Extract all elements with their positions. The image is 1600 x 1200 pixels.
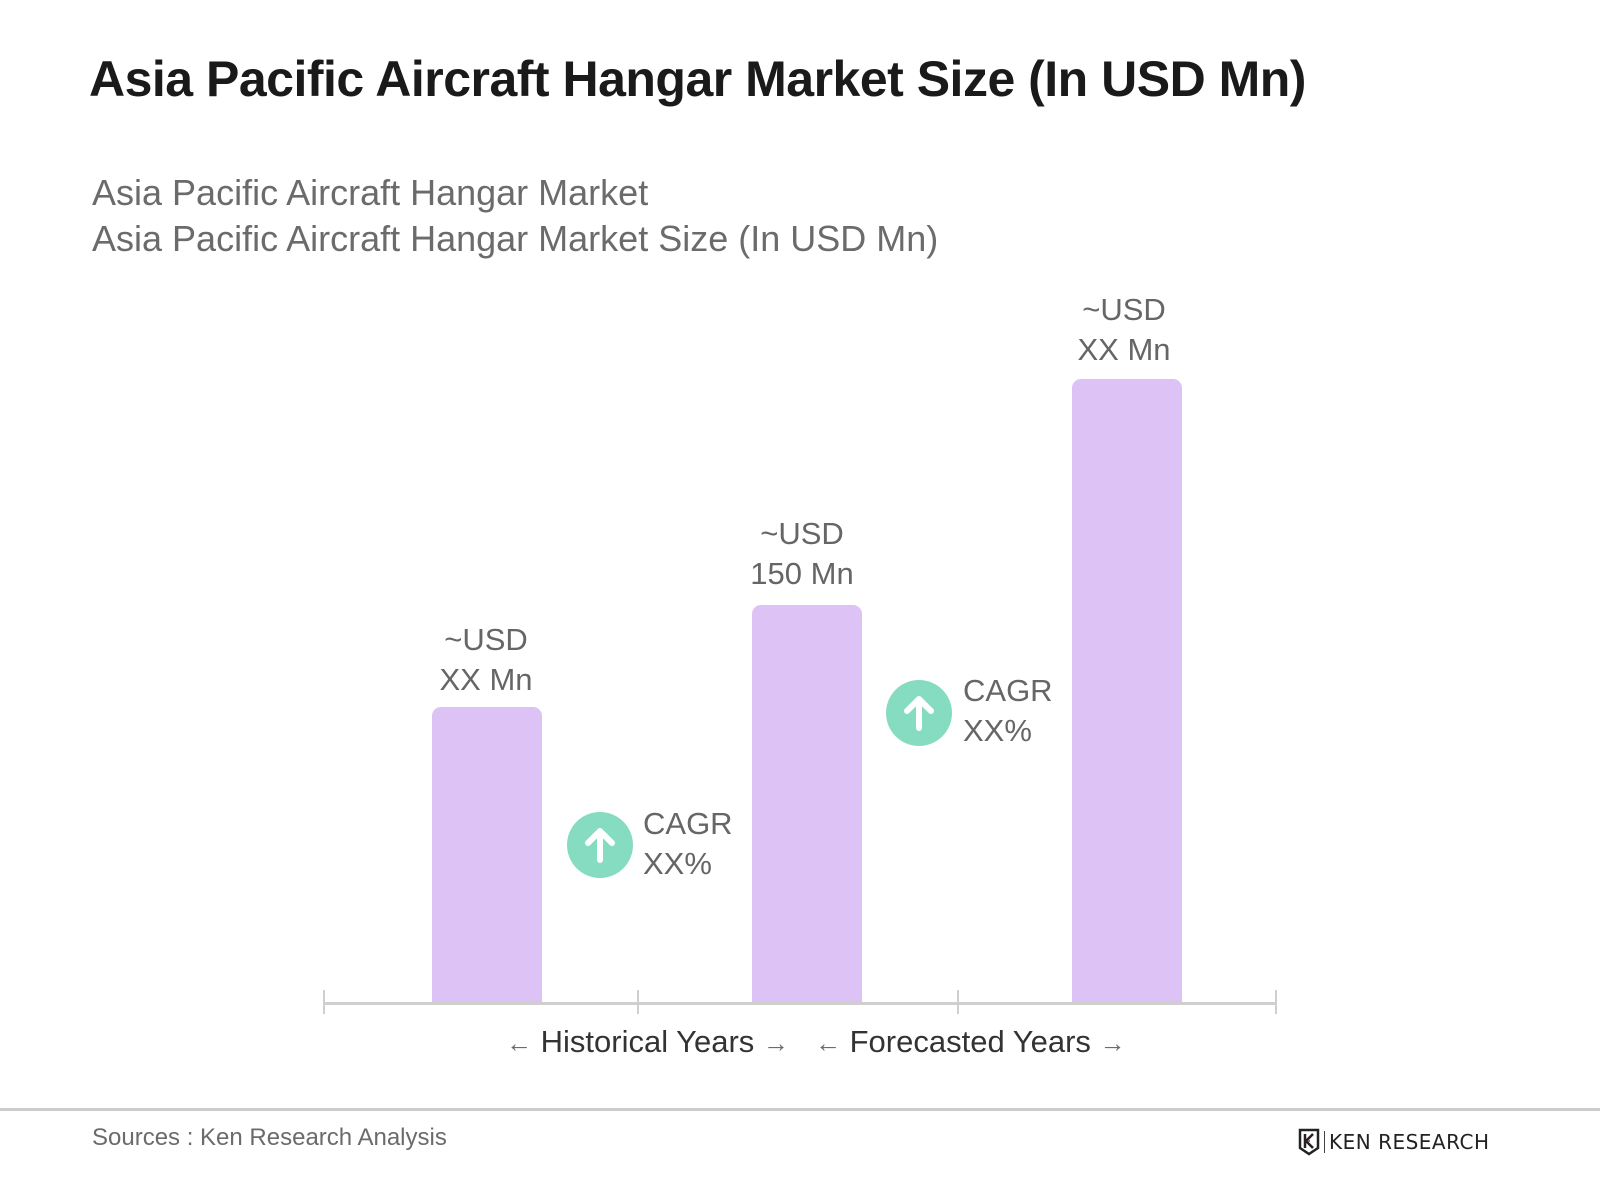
period-historical: ← Historical Years →	[506, 1024, 789, 1060]
bar-label-prefix: ~USD	[1082, 292, 1166, 327]
x-axis-tick	[323, 990, 325, 1014]
bar-label-value: XX Mn	[439, 662, 533, 697]
bar-base-year	[752, 605, 862, 1003]
cagr-value: XX%	[643, 846, 712, 881]
chart-title: Asia Pacific Aircraft Hangar Market Size…	[89, 51, 1306, 107]
cagr-annotation: CAGR XX%	[643, 804, 733, 884]
arrow-left-icon: ←	[815, 1028, 841, 1058]
bar-value-label: ~USD XX Mn	[386, 620, 586, 700]
bar-value-label: ~USD 150 Mn	[702, 514, 902, 594]
footer-divider	[0, 1108, 1600, 1111]
ken-research-logo: KEN RESEARCH	[1298, 1128, 1490, 1156]
x-axis-line	[323, 1002, 1277, 1005]
arrow-up-circle-icon	[886, 680, 952, 746]
arrow-up-circle-icon	[567, 812, 633, 878]
period-forecasted: ← Forecasted Years →	[815, 1024, 1126, 1060]
bar-label-prefix: ~USD	[760, 516, 844, 551]
bar-label-prefix: ~USD	[444, 622, 528, 657]
arrow-left-icon: ←	[506, 1028, 532, 1058]
x-axis-tick	[1275, 990, 1277, 1014]
source-note: Sources : Ken Research Analysis	[92, 1124, 447, 1151]
cagr-annotation: CAGR XX%	[963, 671, 1053, 751]
bar-value-label: ~USD XX Mn	[1024, 290, 1224, 370]
historical-years-label: Historical Years	[540, 1024, 755, 1059]
x-axis-tick	[637, 990, 639, 1014]
x-axis-tick	[957, 990, 959, 1014]
bar-forecast-end	[1072, 379, 1182, 1003]
logo-separator	[1324, 1131, 1325, 1153]
arrow-right-icon: →	[1099, 1028, 1126, 1058]
logo-text: KEN RESEARCH	[1329, 1130, 1490, 1154]
bar-label-value: XX Mn	[1077, 332, 1171, 367]
ken-logo-icon	[1298, 1128, 1320, 1156]
cagr-label: CAGR	[963, 673, 1053, 708]
cagr-value: XX%	[963, 713, 1032, 748]
bar-label-value: 150 Mn	[750, 556, 854, 591]
cagr-label: CAGR	[643, 806, 733, 841]
bar-historical-start	[432, 707, 542, 1003]
chart-subtitle-2: Asia Pacific Aircraft Hangar Market Size…	[92, 218, 939, 259]
forecasted-years-label: Forecasted Years	[849, 1024, 1091, 1059]
chart-subtitle: Asia Pacific Aircraft Hangar Market	[92, 172, 649, 213]
arrow-right-icon: →	[762, 1028, 789, 1058]
